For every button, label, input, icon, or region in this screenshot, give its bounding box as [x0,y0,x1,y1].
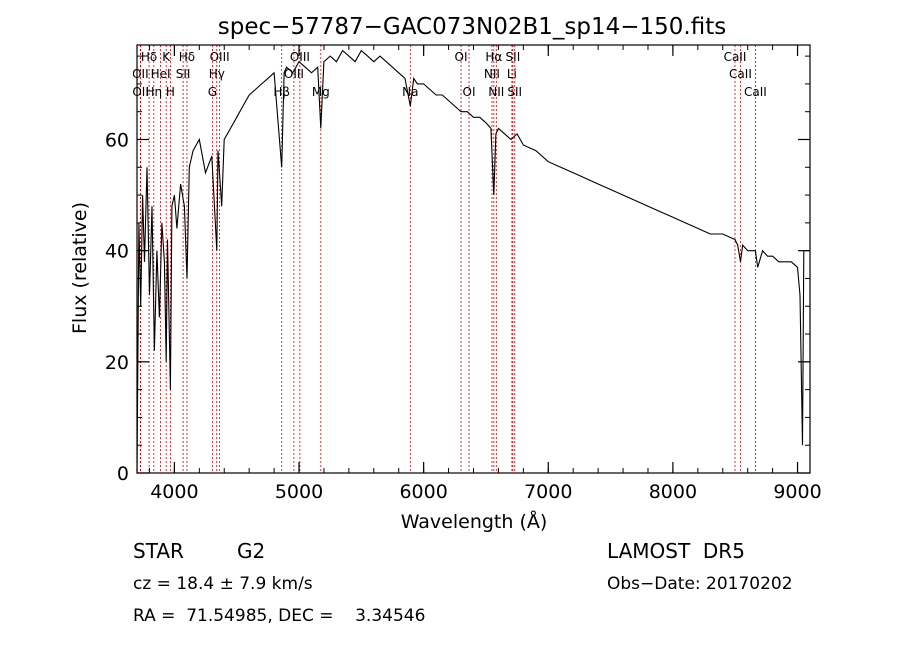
observation-date: Obs−Date: 20170202 [607,574,793,594]
object-subclass: G2 [237,539,265,563]
x-tick-label: 9000 [773,481,821,503]
chart-title: spec−57787−GAC073N02B1_sp14−150.fits [218,14,726,40]
plot-frame [136,44,811,474]
spectral-line-markers [139,45,756,473]
y-tick-label: 60 [105,129,129,151]
line-marker-label: Hδ [141,50,157,64]
line-marker-label: CaII [729,67,752,81]
line-marker-label: CaII [724,50,747,64]
y-axis-label: Flux (relative) [69,202,91,334]
spectrum-line [136,49,805,474]
line-marker-label: SII [176,67,191,81]
line-marker-label: OIII [210,50,230,64]
line-marker-label: K [162,50,171,64]
x-axis-label: Wavelength (Å) [401,510,548,533]
ra-dec-coordinates: RA = 71.54985, DEC = 3.34546 [133,606,425,626]
line-marker-label: CaII [744,85,767,99]
line-marker-label: Hη [146,85,163,99]
line-marker-label: Li [507,67,517,81]
x-tick-label: 8000 [649,481,697,503]
line-marker-label: NII [488,85,504,99]
y-tick-label: 20 [105,352,129,374]
x-axis: 4000 5000 6000 7000 8000 9000 [148,45,822,503]
redshift-cz: cz = 18.4 ± 7.9 km/s [133,574,313,594]
line-marker-label: OII [132,67,149,81]
line-marker-label: SII [506,50,521,64]
survey-name: LAMOST DR5 [607,539,745,563]
line-marker-label: OI [455,50,468,64]
y-tick-label: 0 [117,463,129,485]
line-marker-label: Na [402,85,418,99]
line-marker-label: Hα [485,50,502,64]
line-marker-label: H [166,85,175,99]
line-marker-label: OIII [284,67,304,81]
line-marker-label: OI [463,85,476,99]
line-marker-label: NII [484,67,500,81]
line-marker-label: Hδ [179,50,195,64]
line-marker-label: G [208,85,217,99]
y-axis: 0 20 40 60 [105,55,810,485]
x-tick-label: 7000 [524,481,572,503]
y-tick-label: 40 [105,241,129,263]
x-tick-label: 6000 [399,481,447,503]
line-marker-label: SII [507,85,522,99]
line-marker-label: Mg [312,85,330,99]
line-marker-label: Hβ [273,85,290,99]
spectral-line-labels: Hδ K Hδ OIII OIII OI Hα SII CaII OII HeI SII Hγ OIII N… [132,50,767,99]
x-tick-label: 5000 [275,481,323,503]
x-tick-label: 4000 [150,481,198,503]
line-marker-label: Hγ [209,67,225,81]
object-class: STAR [133,539,184,563]
line-marker-label: HeI [151,67,171,81]
line-marker-label: OIII [290,50,310,64]
